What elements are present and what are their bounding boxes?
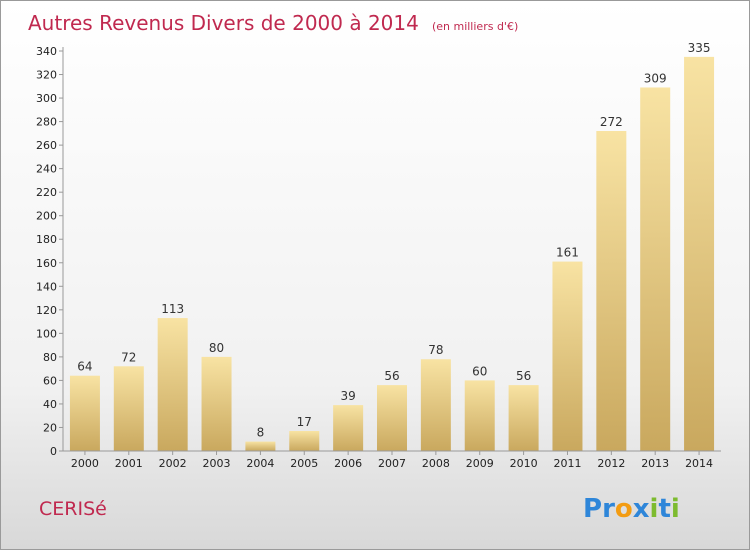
- bar: [377, 385, 407, 451]
- bar-value-label: 56: [516, 369, 531, 383]
- y-tick-label: 260: [36, 139, 57, 152]
- bar-value-label: 17: [297, 415, 312, 429]
- y-tick-label: 80: [43, 351, 57, 364]
- y-tick-label: 60: [43, 374, 57, 387]
- y-tick-label: 200: [36, 210, 57, 223]
- x-tick-label: 2013: [641, 457, 669, 470]
- bar: [552, 261, 583, 451]
- bar-value-label: 60: [472, 364, 487, 378]
- bar: [464, 380, 495, 451]
- x-tick-label: 2006: [334, 457, 362, 470]
- chart-title-main: Autres Revenus Divers de 2000 à 2014: [28, 11, 419, 35]
- x-tick-label: 2009: [466, 457, 494, 470]
- y-tick-label: 280: [36, 116, 57, 129]
- x-axis: 2000 2001 2002 2003 2004 2005 2006 2007 2008 2009…: [63, 450, 721, 470]
- y-tick-label: 100: [36, 327, 57, 340]
- x-tick-label: 2001: [115, 457, 143, 470]
- bar: [201, 356, 232, 451]
- bar: [157, 318, 188, 451]
- bar-value-label: 8: [257, 426, 265, 440]
- bar-value-label: 113: [161, 302, 184, 316]
- x-tick-label: 2010: [510, 457, 538, 470]
- bar: [596, 131, 627, 451]
- y-tick-label: 220: [36, 186, 57, 199]
- bar-value-label: 80: [209, 341, 224, 355]
- x-tick-label: 2005: [290, 457, 318, 470]
- bar-value-label: 161: [556, 246, 579, 260]
- y-tick-label: 40: [43, 398, 57, 411]
- chart-subtitle: (en milliers d'€): [432, 20, 518, 33]
- brand-logo-text: Proxiti: [583, 494, 680, 524]
- bar: [113, 366, 144, 451]
- x-tick-label: 2007: [378, 457, 406, 470]
- bar-value-label: 335: [688, 41, 711, 55]
- y-tick-label: 300: [36, 92, 57, 105]
- proxiti-logo: Proxiti: [583, 494, 680, 524]
- y-tick-label: 140: [36, 280, 57, 293]
- bar-value-label: 309: [644, 71, 667, 85]
- town-name: CERISé: [39, 498, 107, 520]
- y-tick-label: 20: [43, 421, 57, 434]
- bar: [508, 385, 539, 451]
- bar-value-label: 56: [384, 369, 399, 383]
- y-tick-label: 240: [36, 163, 57, 176]
- y-tick-label: 180: [36, 233, 57, 246]
- x-tick-label: 2000: [71, 457, 99, 470]
- x-tick-label: 2002: [159, 457, 187, 470]
- bar-value-label: 39: [340, 389, 355, 403]
- bar: [640, 87, 671, 452]
- y-tick-label: 160: [36, 257, 57, 270]
- bar: [420, 359, 451, 451]
- bar-value-label: 78: [428, 343, 443, 357]
- x-tick-label: 2012: [597, 457, 625, 470]
- x-tick-label: 2011: [553, 457, 581, 470]
- y-tick-label: 320: [36, 69, 57, 82]
- x-tick-label: 2004: [246, 457, 274, 470]
- bar: [69, 375, 100, 451]
- y-tick-label: 0: [50, 445, 57, 458]
- bar: [684, 56, 715, 451]
- bars: 64 72 113 80 8 17 39 56 78 60 56 161 272 309 335: [69, 41, 715, 452]
- y-tick-label: 120: [36, 304, 57, 317]
- y-tick-label: 340: [36, 45, 57, 58]
- x-tick-label: 2014: [685, 457, 713, 470]
- bar: [245, 441, 276, 451]
- x-tick-label: 2003: [203, 457, 231, 470]
- bar: [333, 405, 364, 451]
- bar-value-label: 272: [600, 115, 623, 129]
- bar-value-label: 72: [121, 350, 136, 364]
- bar: [289, 431, 320, 451]
- y-axis: 0 20 40 60 80 100 120 140 160 180 200 220 240 260 280 3…: [36, 45, 64, 458]
- x-tick-label: 2008: [422, 457, 450, 470]
- chart-title: Autres Revenus Divers de 2000 à 2014 (en…: [28, 11, 518, 35]
- bar-value-label: 64: [77, 360, 92, 374]
